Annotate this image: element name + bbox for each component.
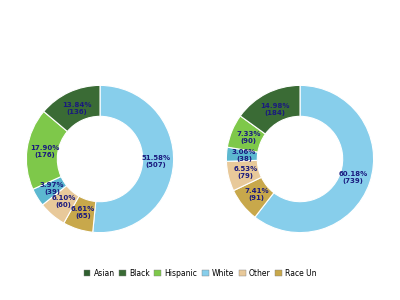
Text: 17.90%
(176): 17.90% (176) xyxy=(30,145,59,158)
Wedge shape xyxy=(42,186,79,223)
Wedge shape xyxy=(227,116,265,152)
Text: 6.10%
(60): 6.10% (60) xyxy=(52,195,76,208)
Text: 51.58%
(507): 51.58% (507) xyxy=(141,155,170,168)
Wedge shape xyxy=(234,177,274,217)
Text: Bard College Student Population By Race/Ethnicity: Bard College Student Population By Race/… xyxy=(74,11,326,20)
Text: 6.61%
(65): 6.61% (65) xyxy=(71,206,95,219)
Text: 6.53%
(79): 6.53% (79) xyxy=(234,166,258,179)
Text: Total Enrollment: 2,706 (Academic Year 2022-2023): Total Enrollment: 2,706 (Academic Year 2… xyxy=(30,38,370,51)
Text: 3.06%
(38): 3.06% (38) xyxy=(232,149,256,162)
Wedge shape xyxy=(26,112,67,189)
Text: 60.18%
(739): 60.18% (739) xyxy=(338,171,368,184)
Text: 3.97%
(39): 3.97% (39) xyxy=(40,182,64,195)
Wedge shape xyxy=(226,147,258,161)
Wedge shape xyxy=(255,85,374,232)
Text: 14.98%
(184): 14.98% (184) xyxy=(260,103,289,116)
Text: 7.33%
(90): 7.33% (90) xyxy=(236,131,260,144)
Wedge shape xyxy=(93,85,174,232)
Wedge shape xyxy=(64,196,96,232)
Text: 7.41%
(91): 7.41% (91) xyxy=(244,188,269,201)
Wedge shape xyxy=(33,176,67,205)
Wedge shape xyxy=(240,85,300,134)
Legend: Asian, Black, Hispanic, White, Other, Race Un: Asian, Black, Hispanic, White, Other, Ra… xyxy=(80,266,320,281)
Text: 13.84%
(136): 13.84% (136) xyxy=(62,102,91,115)
Wedge shape xyxy=(226,160,262,190)
Wedge shape xyxy=(44,85,100,131)
